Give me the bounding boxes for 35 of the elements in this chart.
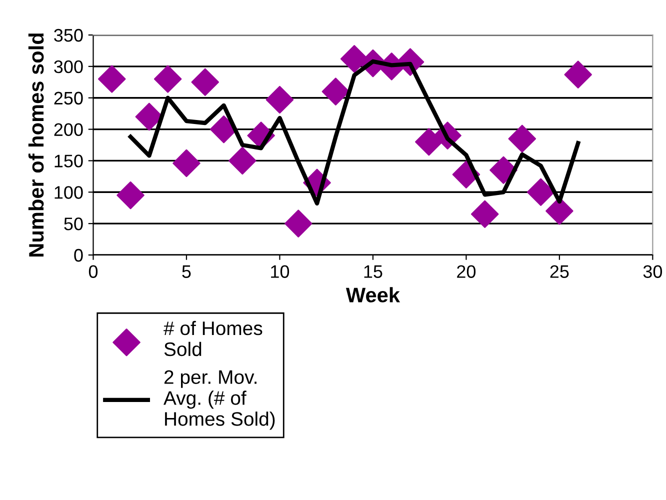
x-tick-label: 0	[88, 265, 98, 278]
point	[322, 78, 350, 106]
point	[470, 200, 499, 228]
point	[508, 124, 536, 153]
point	[228, 146, 256, 175]
point	[564, 60, 592, 88]
y-tick-label: 100	[54, 186, 83, 199]
x-tick-label: 5	[182, 265, 191, 278]
y-axis-title: Number of homes sold	[28, 34, 44, 256]
point	[172, 149, 200, 178]
legend-label: 2 per. Mov. Avg. (# of Homes Sold)	[164, 370, 275, 430]
point	[154, 65, 182, 93]
x-tick-label: 25	[550, 265, 569, 278]
x-axis-title: Week	[346, 287, 400, 302]
point	[284, 210, 312, 238]
point	[98, 65, 126, 93]
point	[415, 128, 443, 156]
point	[116, 181, 144, 210]
y-tick-label: 250	[54, 92, 83, 105]
y-tick-label: 150	[54, 154, 83, 168]
legend-label: # of Homes Sold	[164, 320, 262, 356]
x-tick-label: 10	[271, 265, 290, 278]
y-tick-label: 0	[74, 248, 83, 262]
point	[526, 178, 555, 206]
y-tick-label: 50	[64, 218, 83, 230]
x-tick-label: 15	[364, 265, 382, 278]
y-tick-label: 350	[54, 28, 83, 42]
x-tick-label: 20	[457, 265, 476, 278]
point	[210, 115, 238, 144]
point	[490, 156, 518, 184]
y-tick-label: 300	[54, 60, 83, 74]
y-tick-label: 200	[54, 123, 83, 136]
point	[266, 86, 294, 114]
x-tick-label: 30	[643, 265, 662, 278]
point	[191, 68, 219, 96]
